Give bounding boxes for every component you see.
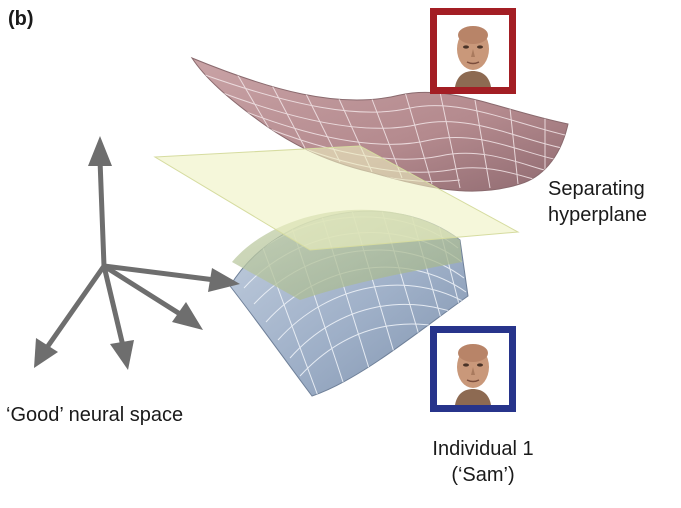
neural-space-axes: [34, 136, 240, 370]
face-portrait-icon: [437, 15, 509, 87]
separating-label-line2: hyperplane: [548, 204, 647, 226]
separating-hyperplane-label: Separating hyperplane: [548, 176, 647, 228]
axis-down-left-arrowhead: [34, 338, 58, 368]
individual-label-line2: (‘Sam’): [451, 464, 515, 486]
separating-hyperplane: [153, 145, 520, 251]
upper-class-surface: [190, 56, 569, 192]
axis-down-arrowhead: [110, 340, 134, 370]
upper-face-frame: [430, 8, 516, 94]
individual-label-line1: Individual 1: [432, 438, 534, 460]
axis-down-arrow: [101, 263, 126, 349]
axis-right-arrow: [101, 263, 218, 283]
individual-label: Individual 1 (‘Sam’): [418, 436, 548, 488]
axis-diagonal-arrowhead: [172, 302, 203, 330]
axis-up-arrowhead: [88, 136, 112, 166]
panel-label: (b): [8, 8, 34, 30]
axis-up-arrow: [97, 157, 107, 269]
good-neural-space-label: ‘Good’ neural space: [6, 404, 184, 426]
lower-face-frame: [430, 326, 516, 412]
separating-label-line1: Separating: [548, 178, 645, 200]
axis-down-left-arrow: [45, 263, 107, 349]
axis-right-arrowhead: [208, 268, 240, 292]
axis-diagonal-arrow: [101, 263, 183, 317]
face-portrait-icon: [437, 333, 509, 405]
